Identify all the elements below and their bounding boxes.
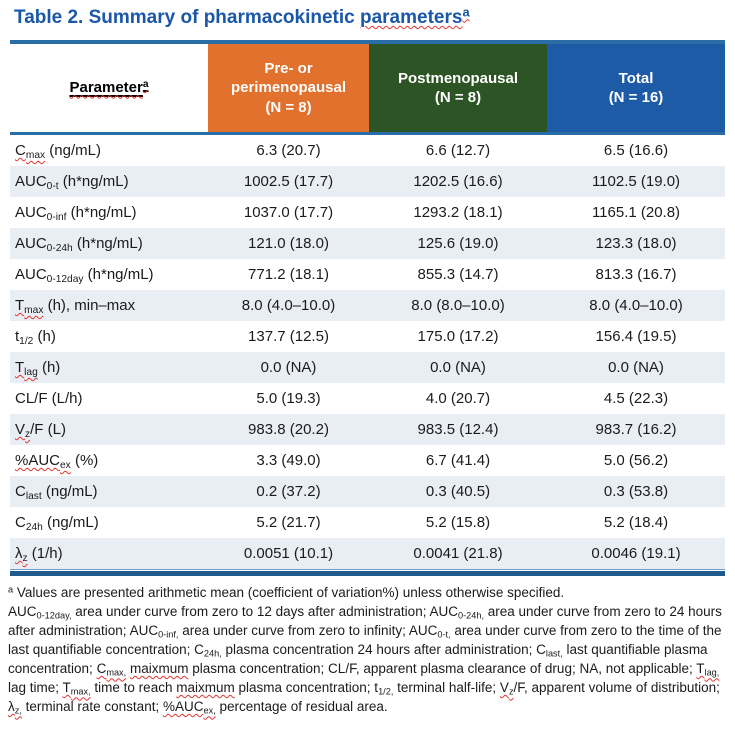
value-cell: 0.0051 (10.1) (208, 538, 369, 570)
table-row: Tlag (h) 0.0 (NA) 0.0 (NA) 0.0 (NA) (10, 352, 725, 383)
parameter-cell: C24h (ng/mL) (15, 514, 99, 533)
parameter-cell: Tlag (h) (10, 352, 208, 383)
pk-table: Parametera Pre- or perimenopausal (N = 8… (10, 40, 725, 570)
parameter-cell: AUC0-24h (h*ng/mL) (10, 228, 208, 259)
value-cell: 5.0 (56.2) (603, 452, 669, 469)
value-cell: 125.6 (19.0) (369, 228, 547, 259)
value-cell: 0.2 (37.2) (208, 476, 369, 507)
table-title: Table 2. Summary of pharmacokinetic para… (14, 4, 470, 28)
value-cell: 5.2 (15.8) (425, 514, 491, 531)
header-total: Total (N = 16) (547, 42, 725, 135)
value-cell: 121.0 (18.0) (208, 228, 369, 259)
value-cell: 1202.5 (16.6) (369, 166, 547, 197)
value-cell: 0.0 (NA) (369, 352, 547, 383)
value-cell: 8.0 (8.0–10.0) (369, 290, 547, 321)
value-cell: 983.7 (16.2) (547, 414, 725, 445)
value-cell: 6.6 (12.7) (425, 142, 491, 159)
value-cell: 1037.0 (17.7) (243, 204, 334, 221)
value-cell: 983.8 (20.2) (208, 414, 369, 445)
value-cell: 156.4 (19.5) (595, 328, 677, 345)
value-cell: 175.0 (17.2) (417, 328, 499, 345)
value-cell: 1165.1 (20.8) (591, 204, 681, 221)
value-cell: 0.0 (NA) (208, 352, 369, 383)
value-cell: 3.3 (49.0) (256, 452, 321, 469)
header-pre-perimenopausal: Pre- or perimenopausal (N = 8) (208, 42, 369, 135)
value-cell: 5.0 (19.3) (256, 390, 321, 407)
parameter-cell: CL/F (L/h) (15, 390, 83, 407)
value-cell: 6.7 (41.4) (425, 452, 491, 469)
parameter-cell: t1/2 (h) (15, 328, 56, 347)
value-cell: 813.3 (16.7) (595, 266, 677, 283)
parameter-cell: AUC0-t (h*ng/mL) (10, 166, 208, 197)
parameter-cell: Vz/F (L) (10, 414, 208, 445)
table-row: %AUCex (%) 3.3 (49.0) 6.7 (41.4) 5.0 (56.2) (10, 445, 725, 476)
parameter-cell: Clast (ng/mL) (10, 476, 208, 507)
table-row: AUC0-inf (h*ng/mL) 1037.0 (17.7) 1293.2 (1… (10, 197, 725, 228)
table-row: λz (1/h) 0.0051 (10.1) 0.0041 (21.8) 0.0046… (10, 538, 725, 570)
parameter-cell: Tmax (h), min–max (10, 290, 208, 321)
parameter-cell: AUC0-12day (h*ng/mL) (15, 266, 154, 285)
table-header-row: Parametera Pre- or perimenopausal (N = 8… (10, 42, 725, 135)
table-row: AUC0-12day (h*ng/mL) 771.2 (18.1) 855.3 (1… (10, 259, 725, 290)
table-row: Vz/F (L) 983.8 (20.2) 983.5 (12.4) 983.7 (1… (10, 414, 725, 445)
value-cell: 855.3 (14.7) (417, 266, 499, 283)
value-cell: 0.0 (NA) (547, 352, 725, 383)
parameter-cell: %AUCex (%) (15, 452, 99, 471)
table-footnote: a Values are presented arithmetic mean (… (8, 584, 722, 716)
value-cell: 5.2 (21.7) (256, 514, 321, 531)
table-row: CL/F (L/h) 5.0 (19.3) 4.0 (20.7) 4.5 (22.3) (10, 383, 725, 414)
value-cell: 6.3 (20.7) (256, 142, 321, 159)
value-cell: 1002.5 (17.7) (208, 166, 369, 197)
parameter-cell: Cmax (ng/mL) (15, 142, 101, 161)
value-cell: 0.0046 (19.1) (547, 538, 725, 570)
table-row: Clast (ng/mL) 0.2 (37.2) 0.3 (40.5) 0.3 (53… (10, 476, 725, 507)
header-parameter: Parametera (10, 42, 208, 135)
table-row: C24h (ng/mL) 5.2 (21.7) 5.2 (15.8) 5.2 (18.… (10, 507, 725, 538)
parameter-cell: λz (1/h) (10, 538, 208, 570)
table-bottom-rule (10, 571, 725, 576)
table-row: AUC0-24h (h*ng/mL) 121.0 (18.0) 125.6 (19.… (10, 228, 725, 259)
value-cell: 8.0 (4.0–10.0) (547, 290, 725, 321)
header-postmenopausal: Postmenopausal (N = 8) (369, 42, 547, 135)
value-cell: 1102.5 (19.0) (547, 166, 725, 197)
value-cell: 0.3 (53.8) (547, 476, 725, 507)
document-page: Table 2. Summary of pharmacokinetic para… (0, 4, 735, 716)
parameter-cell: AUC0-inf (h*ng/mL) (15, 204, 137, 223)
value-cell: 137.7 (12.5) (248, 328, 329, 345)
table-row: AUC0-t (h*ng/mL) 1002.5 (17.7) 1202.5 (16.… (10, 166, 725, 197)
table-row: Cmax (ng/mL) 6.3 (20.7) 6.6 (12.7) 6.5 (16.… (10, 134, 725, 167)
table-row: Tmax (h), min–max 8.0 (4.0–10.0) 8.0 (8.0–… (10, 290, 725, 321)
value-cell: 0.0041 (21.8) (369, 538, 547, 570)
value-cell: 0.3 (40.5) (369, 476, 547, 507)
pk-table-container: Parametera Pre- or perimenopausal (N = 8… (10, 40, 725, 576)
value-cell: 8.0 (4.0–10.0) (208, 290, 369, 321)
value-cell: 983.5 (12.4) (369, 414, 547, 445)
value-cell: 5.2 (18.4) (603, 514, 669, 531)
table-row: t1/2 (h) 137.7 (12.5) 175.0 (17.2) 156.4 (1… (10, 321, 725, 352)
value-cell: 4.0 (20.7) (425, 390, 491, 407)
value-cell: 123.3 (18.0) (547, 228, 725, 259)
value-cell: 6.5 (16.6) (603, 142, 669, 159)
table-body: Cmax (ng/mL) 6.3 (20.7) 6.6 (12.7) 6.5 (16.… (10, 134, 725, 570)
value-cell: 4.5 (22.3) (603, 390, 669, 407)
value-cell: 771.2 (18.1) (248, 266, 329, 283)
value-cell: 1293.2 (18.1) (413, 204, 503, 221)
